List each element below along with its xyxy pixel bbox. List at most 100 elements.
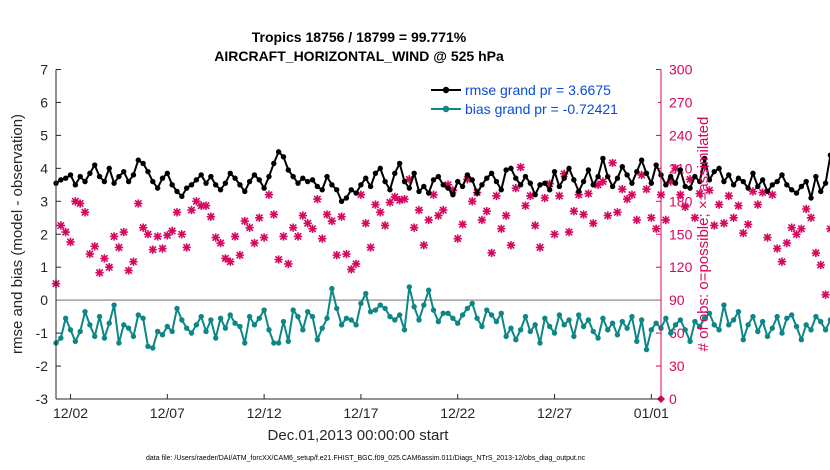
- rmse-point: [706, 177, 713, 183]
- y-tick-label-right: 90: [669, 292, 685, 308]
- bias-point: [348, 317, 354, 323]
- bias-point: [188, 330, 195, 336]
- bias-point: [706, 310, 713, 317]
- rmse-point: [111, 180, 117, 186]
- obs-count-point: [516, 163, 525, 172]
- chart-title-line2: AIRCRAFT_HORIZONTAL_WIND @ 525 hPa: [214, 48, 504, 64]
- bias-point: [740, 336, 746, 343]
- bias-point: [416, 317, 422, 323]
- obs-count-point: [598, 177, 608, 186]
- rmse-point: [663, 182, 669, 188]
- rmse-point: [242, 188, 248, 195]
- rmse-point: [348, 187, 354, 193]
- bias-point: [329, 285, 335, 292]
- rmse-point: [576, 188, 582, 195]
- obs-count-point: [105, 263, 114, 272]
- rmse-point: [755, 183, 761, 190]
- bias-point: [246, 313, 253, 320]
- obs-count-point: [109, 232, 119, 241]
- bias-point: [735, 308, 742, 315]
- x-tick-label: 01/01: [634, 405, 669, 421]
- obs-count-point: [240, 216, 249, 226]
- rmse-point: [624, 172, 630, 178]
- bias-point: [406, 284, 413, 290]
- obs-count-point: [782, 238, 791, 248]
- obs-count-point: [356, 190, 366, 199]
- obs-count-point: [545, 179, 554, 188]
- bias-point: [464, 305, 471, 312]
- obs-count-point: [327, 216, 337, 226]
- rmse-point: [697, 178, 703, 185]
- y-tick-label-left: 7: [40, 62, 48, 78]
- rmse-point: [82, 178, 88, 185]
- rmse-point: [532, 192, 538, 198]
- obs-count-point: [197, 201, 206, 210]
- bias-point: [508, 325, 514, 331]
- rmse-point: [721, 178, 727, 185]
- bias-point: [82, 308, 88, 315]
- rmse-point: [77, 173, 83, 180]
- rmse-point: [648, 180, 655, 186]
- obs-count-point: [758, 188, 767, 197]
- bias-point: [605, 327, 611, 333]
- bias-point: [726, 322, 732, 328]
- rmse-point: [701, 155, 708, 162]
- bias-point: [672, 322, 679, 328]
- bias-point: [140, 315, 146, 321]
- obs-count-point: [274, 255, 283, 264]
- bias-point: [793, 323, 800, 330]
- bias-point: [304, 308, 311, 315]
- rmse-point: [145, 168, 151, 175]
- bias-point: [324, 315, 330, 321]
- x-tick-label: 12/02: [53, 405, 88, 421]
- obs-count-point: [264, 190, 274, 199]
- obs-count-point: [574, 190, 583, 199]
- rmse-point: [798, 183, 805, 190]
- data-file-footer: data file: /Users/raeder/DAI/ATM_forcXX/…: [146, 455, 586, 462]
- obs-count-point: [526, 191, 535, 200]
- rmse-point: [735, 175, 742, 181]
- bias-point: [450, 315, 456, 321]
- obs-count-point: [811, 248, 821, 258]
- rmse-point: [808, 195, 814, 201]
- bias-point: [101, 335, 108, 341]
- obs-count-point: [501, 211, 511, 220]
- bias-point: [827, 317, 830, 323]
- rmse-point: [198, 172, 204, 178]
- obs-count-point: [85, 249, 95, 259]
- obs-count-point: [342, 249, 351, 259]
- rmse-point: [609, 183, 616, 190]
- chart-title-line1: Tropics 18756 / 18799 = 99.771%: [252, 29, 467, 45]
- obs-count-point: [482, 207, 491, 216]
- rmse-point: [634, 168, 640, 175]
- obs-count-point: [259, 233, 269, 242]
- rmse-point: [261, 185, 267, 191]
- rmse-point: [266, 173, 272, 180]
- bias-point: [701, 315, 708, 321]
- bias-point: [392, 317, 398, 323]
- legend-box: [426, 78, 658, 122]
- legend-bias-label: bias grand pr = -0.72421: [465, 101, 618, 117]
- obs-count-point: [497, 224, 506, 233]
- rmse-point: [154, 185, 161, 191]
- rmse-point: [595, 173, 601, 180]
- obs-count-point: [235, 250, 245, 260]
- obs-count-point: [511, 183, 520, 193]
- x-tick-label: 12/22: [440, 405, 475, 421]
- rmse-point: [585, 167, 592, 173]
- obs-count-point: [250, 238, 259, 248]
- rmse-point: [750, 170, 756, 176]
- obs-count-point: [71, 197, 80, 206]
- rmse-point: [222, 180, 229, 186]
- obs-count-point: [705, 186, 714, 195]
- x-tick-label: 12/07: [150, 405, 185, 421]
- bias-point: [275, 340, 282, 346]
- obs-count-point: [773, 244, 782, 253]
- rmse-point: [338, 198, 345, 204]
- rmse-point: [779, 172, 785, 178]
- obs-count-point: [351, 259, 361, 269]
- bias-point: [503, 333, 509, 340]
- rmse-point: [150, 178, 156, 185]
- bias-point: [798, 336, 805, 343]
